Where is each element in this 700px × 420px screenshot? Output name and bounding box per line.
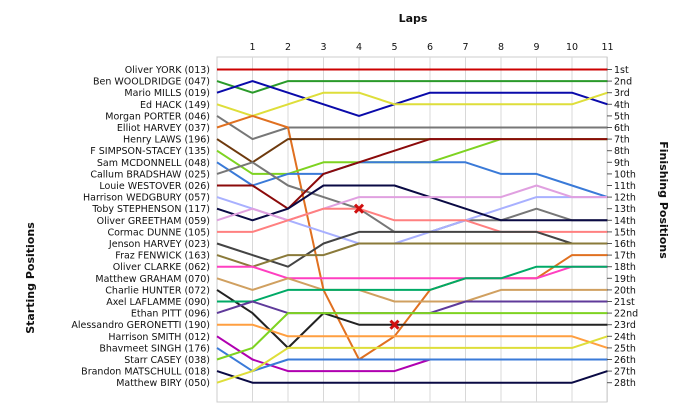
axis-labels: 1 2 3 4 5 6 7 8 9 10 11 Oliver YORK (013)Ben WOOLDR… (71, 42, 638, 389)
starting-position-label: Henry LAWS (196) (123, 135, 210, 146)
starting-position-label: Callum BRADSHAW (025) (90, 169, 210, 180)
series-line (216, 370, 608, 384)
series-line (217, 207, 608, 233)
right-axis-title: Finishing Positions (657, 141, 670, 259)
finishing-position-label: 22nd (614, 309, 638, 320)
lap-tick-label: 5 (391, 42, 397, 53)
finishing-position-label: 13th (614, 204, 636, 215)
series-line (217, 138, 608, 210)
starting-position-label: Starr CASEY (038) (124, 355, 210, 366)
finishing-position-label: 8th (614, 146, 630, 157)
series-line (216, 289, 608, 349)
lap-tick-label: 1 (249, 42, 255, 53)
finishing-position-label: 12th (614, 193, 636, 204)
finishing-position-label: 18th (614, 262, 636, 273)
lap-tick-label: 2 (285, 42, 291, 53)
finishing-position-label: 7th (614, 135, 630, 146)
starting-position-label: Ed HACK (149) (140, 100, 210, 111)
series-line (216, 242, 608, 268)
starting-position-label: Bhavmeet SINGH (176) (99, 343, 210, 354)
chart-title: Laps (399, 12, 428, 25)
lap-tick-label: 8 (498, 42, 504, 53)
finishing-position-label: 21st (614, 297, 635, 308)
series-layer (216, 68, 608, 384)
starting-position-label: Elliot HARVEY (037) (117, 123, 210, 134)
series-line (216, 277, 608, 303)
finishing-position-label: 16th (614, 239, 636, 250)
finishing-position-label: 26th (614, 355, 636, 366)
finishing-position-label: 15th (614, 227, 636, 238)
finishing-position-label: 11th (614, 181, 636, 192)
finishing-position-label: 6th (614, 123, 630, 134)
series-line (216, 115, 608, 141)
starting-position-label: F SIMPSON-STACEY (135) (90, 146, 210, 157)
finishing-position-label: 25th (614, 343, 636, 354)
finishing-position-label: 1st (614, 65, 629, 76)
series-line (216, 80, 608, 117)
finishing-position-label: 14th (614, 216, 636, 227)
starting-position-label: Toby STEPHENSON (117) (91, 204, 210, 215)
retirement-markers (353, 203, 400, 330)
series-line (217, 323, 608, 349)
starting-position-label: Sam MCDONNELL (048) (97, 158, 210, 169)
starting-position-label: Morgan PORTER (046) (105, 111, 210, 122)
finishing-position-label: 2nd (614, 77, 632, 88)
finishing-position-label: 5th (614, 111, 630, 122)
series-line (216, 184, 608, 222)
finishing-position-label: 28th (614, 378, 636, 389)
finishing-position-label: 3rd (614, 88, 630, 99)
retirement-marker-icon (389, 319, 400, 330)
starting-position-label: Oliver GREETHAM (059) (97, 216, 210, 227)
series-line (216, 91, 608, 117)
lap-tick-label: 3 (320, 42, 326, 53)
starting-position-label: Harrison WEDGBURY (057) (83, 193, 210, 204)
starting-position-label: Brandon MATSCHULL (018) (81, 367, 210, 378)
starting-position-label: Oliver CLARKE (062) (113, 262, 210, 273)
finishing-position-label: 27th (614, 367, 636, 378)
starting-position-label: Ben WOOLDRIDGE (047) (93, 77, 210, 88)
plot-area (216, 56, 608, 403)
series-line (216, 312, 608, 361)
series-line (216, 230, 608, 268)
lap-tick-label: 7 (462, 42, 468, 53)
finishing-position-label: 10th (614, 169, 636, 180)
starting-position-label: Fraz FENWICK (163) (115, 251, 210, 262)
starting-position-label: Cormac DUNNE (105) (107, 227, 210, 238)
series-line (217, 265, 608, 303)
finishing-position-label: 20th (614, 285, 636, 296)
lap-tick-label: 4 (356, 42, 362, 53)
starting-position-label: Axel LAFLAMME (090) (106, 297, 210, 308)
series-line (216, 184, 608, 222)
series-line (216, 335, 608, 384)
finishing-position-label: 4th (614, 100, 630, 111)
series-line (216, 161, 608, 199)
lap-tick-label: 6 (427, 42, 433, 53)
finishing-position-label: 9th (614, 158, 630, 169)
starting-position-label: Oliver YORK (013) (125, 65, 210, 76)
lap-tick-label: 11 (601, 42, 613, 53)
finishing-position-label: 23rd (614, 320, 636, 331)
starting-position-label: Mario MILLS (019) (124, 88, 210, 99)
gridlines (252, 57, 608, 402)
finishing-position-label: 24th (614, 332, 636, 343)
left-axis-title: Starting Positions (24, 222, 37, 334)
retirement-marker-icon (353, 203, 365, 214)
starting-position-label: Matthew BIRY (050) (116, 378, 210, 389)
lap-tick-label: 9 (533, 42, 539, 53)
series-line (216, 347, 608, 373)
starting-position-label: Harrison SMITH (012) (108, 332, 210, 343)
starting-position-label: Ethan PITT (096) (131, 309, 210, 320)
starting-position-label: Alessandro GERONETTI (190) (71, 320, 210, 331)
starting-position-label: Jenson HARVEY (023) (108, 239, 210, 250)
starting-position-label: Louie WESTOVER (026) (99, 181, 210, 192)
series-line (217, 265, 608, 280)
finishing-position-label: 19th (614, 274, 636, 285)
starting-position-label: Charlie HUNTER (072) (105, 285, 210, 296)
series-line (216, 80, 608, 94)
starting-position-label: Matthew GRAHAM (070) (95, 274, 210, 285)
lap-tick-label: 10 (566, 42, 578, 53)
finishing-position-label: 17th (614, 251, 636, 262)
